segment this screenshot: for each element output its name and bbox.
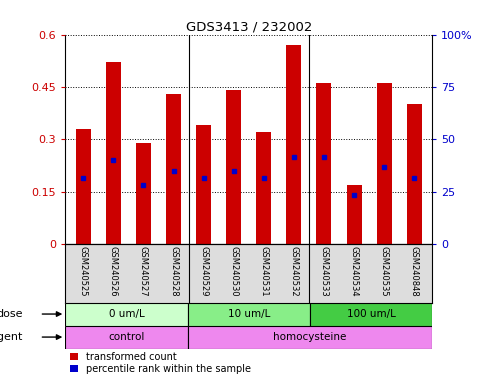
Bar [76, 129, 91, 244]
Text: GSM240530: GSM240530 [229, 246, 238, 296]
Bar [166, 94, 181, 244]
Bar [136, 143, 151, 244]
Title: GDS3413 / 232002: GDS3413 / 232002 [185, 20, 312, 33]
Bar [187, 303, 310, 326]
Bar [187, 326, 432, 349]
Text: homocysteine: homocysteine [273, 332, 347, 342]
Text: 10 um/L: 10 um/L [227, 309, 270, 319]
Text: GSM240527: GSM240527 [139, 246, 148, 296]
Bar [65, 303, 187, 326]
Text: control: control [108, 332, 144, 342]
Text: 0 um/L: 0 um/L [109, 309, 144, 319]
Bar [196, 125, 211, 244]
Bar [286, 45, 301, 244]
Legend: transformed count, percentile rank within the sample: transformed count, percentile rank withi… [70, 352, 251, 374]
Bar [226, 90, 241, 244]
Text: GSM240534: GSM240534 [350, 246, 358, 296]
Text: GSM240528: GSM240528 [169, 246, 178, 296]
Bar [316, 83, 331, 244]
Bar [65, 326, 187, 349]
Text: 100 um/L: 100 um/L [347, 309, 396, 319]
Bar [346, 185, 362, 244]
Text: dose: dose [0, 309, 23, 319]
Bar [407, 104, 422, 244]
Text: GSM240848: GSM240848 [410, 246, 419, 296]
Bar [106, 63, 121, 244]
Text: GSM240526: GSM240526 [109, 246, 118, 296]
Bar [377, 83, 392, 244]
Text: GSM240531: GSM240531 [259, 246, 268, 296]
Text: GSM240529: GSM240529 [199, 246, 208, 296]
Text: GSM240532: GSM240532 [289, 246, 298, 296]
Text: agent: agent [0, 332, 23, 342]
Bar [256, 132, 271, 244]
Bar [310, 303, 432, 326]
Text: GSM240535: GSM240535 [380, 246, 389, 296]
Text: GSM240533: GSM240533 [319, 246, 328, 296]
Text: GSM240525: GSM240525 [79, 246, 88, 296]
